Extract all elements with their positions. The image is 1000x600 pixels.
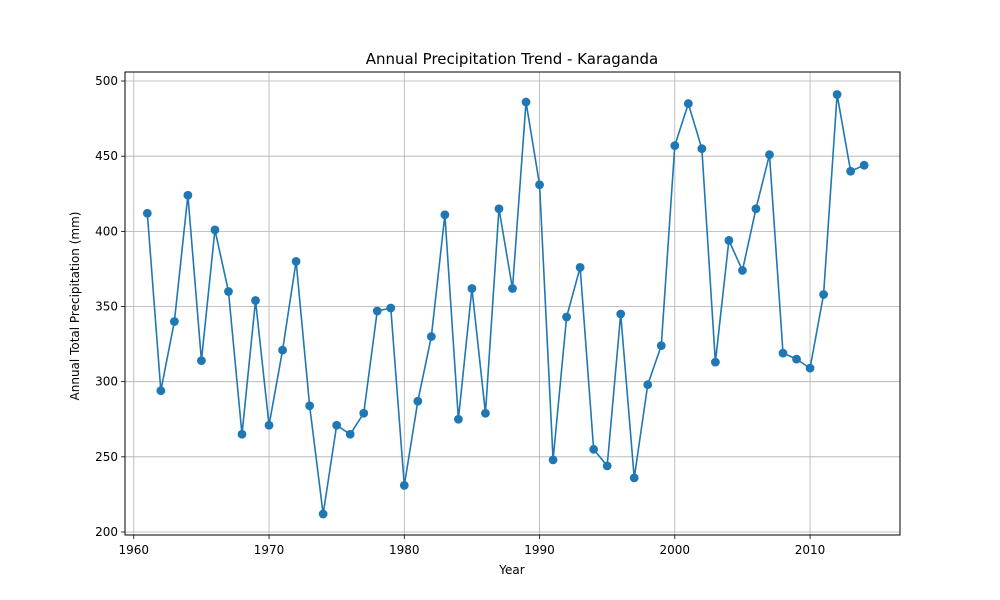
x-axis-title: Year: [498, 563, 524, 577]
data-point: [305, 401, 315, 411]
data-point: [413, 396, 423, 406]
data-point: [535, 180, 544, 190]
data-point: [710, 357, 720, 367]
data-point: [562, 312, 572, 322]
y-tick-label: 450: [95, 149, 118, 163]
y-tick-label: 300: [95, 375, 118, 389]
data-point: [832, 90, 842, 99]
data-point: [197, 356, 206, 366]
y-tick-label: 400: [95, 224, 118, 238]
data-point: [264, 420, 274, 430]
x-tick-label: 1990: [524, 543, 555, 557]
data-point: [683, 99, 693, 108]
data-point: [332, 420, 342, 430]
data-point: [453, 414, 463, 424]
data-point: [210, 225, 220, 235]
y-tick-label: 200: [95, 525, 118, 539]
data-point: [224, 287, 233, 296]
data-point: [291, 257, 301, 266]
data-point: [494, 204, 504, 214]
data-point: [521, 97, 531, 107]
data-point: [278, 345, 287, 355]
data-point: [399, 480, 409, 490]
data-point: [169, 317, 179, 326]
chart-title: Annual Precipitation Trend - Karaganda: [366, 50, 659, 68]
data-point: [765, 150, 774, 160]
data-point: [629, 473, 639, 483]
data-point: [859, 160, 869, 170]
y-tick-label: 500: [95, 74, 118, 88]
x-tick-label: 1970: [254, 543, 285, 557]
data-point: [778, 348, 788, 358]
data-point: [805, 363, 815, 373]
data-point: [481, 408, 490, 418]
data-point: [508, 284, 517, 293]
data-point: [359, 408, 369, 418]
x-tick-label: 1980: [389, 543, 420, 557]
y-tick-label: 350: [95, 300, 118, 314]
data-point: [318, 509, 328, 519]
data-point: [237, 429, 247, 439]
y-axis-title: Annual Total Precipitation (mm): [68, 212, 82, 401]
data-point: [819, 290, 828, 299]
y-tick-label: 250: [95, 450, 118, 464]
series-line-layer: [146, 93, 865, 515]
plot-area-frame: [124, 71, 901, 536]
data-point: [386, 303, 396, 313]
data-point: [616, 309, 626, 319]
grid-lines: [125, 72, 900, 535]
data-point: [575, 263, 585, 272]
data-point: [156, 386, 166, 396]
x-axis-ticks: 1960 1970 1980 1990 2000 2010: [119, 535, 826, 557]
data-point: [751, 204, 761, 214]
data-point: [697, 144, 707, 154]
data-point: [440, 210, 450, 220]
series-marker-layer: [142, 90, 869, 519]
data-point: [142, 208, 152, 218]
data-point: [548, 455, 558, 465]
data-point: [251, 296, 260, 305]
data-point: [643, 380, 653, 390]
data-point: [426, 332, 436, 341]
data-point: [183, 190, 193, 200]
data-point: [738, 266, 747, 275]
data-point: [724, 235, 734, 245]
data-point: [670, 141, 680, 151]
data-point: [792, 354, 801, 364]
data-point: [345, 429, 355, 439]
data-point: [467, 284, 477, 293]
x-tick-label: 2010: [795, 543, 826, 557]
data-point: [372, 306, 382, 316]
y-axis-ticks: 200 250 300 350 400 450 500: [95, 74, 125, 539]
data-point: [602, 461, 612, 471]
data-point: [656, 341, 666, 350]
x-tick-label: 1960: [119, 543, 150, 557]
data-point: [846, 166, 856, 176]
series-line: [146, 93, 865, 515]
x-tick-label: 2000: [660, 543, 691, 557]
data-point: [589, 444, 599, 454]
